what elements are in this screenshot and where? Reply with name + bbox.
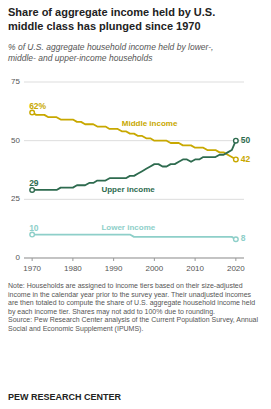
grid-line [24, 82, 244, 83]
x-tick-label: 2010 [186, 264, 204, 273]
subtitle-line: middle- and upper-income households [8, 53, 153, 63]
end-marker [30, 110, 35, 115]
series-label: Upper income [101, 185, 155, 194]
source: Source: Pew Research Center analysis of … [8, 316, 259, 333]
series-line [32, 141, 236, 190]
x-tick-label: 1970 [23, 264, 41, 273]
end-value-label: 42 [241, 154, 251, 164]
title: Share of aggregate income held by U.S. mi… [8, 6, 215, 32]
plot-area [30, 110, 238, 241]
end-marker [234, 157, 239, 162]
x-axis-line [24, 258, 244, 259]
x-tick-label: 1980 [64, 264, 82, 273]
x-tick-label: 2000 [145, 264, 163, 273]
x-tick [113, 258, 114, 261]
start-value-label: 29 [29, 178, 39, 188]
note-line: Note: Households are assigned to income … [8, 282, 243, 290]
grid-line [24, 199, 244, 200]
series-line [32, 113, 236, 160]
start-value-label: 10 [29, 223, 39, 233]
labels: 62% 42 Middle income 29 50 Upper income 10 8 Low… [29, 101, 250, 244]
grid: 0 25 50 75 [11, 77, 244, 262]
grid-line [24, 140, 244, 141]
note-line: by each income tier. Shares may not add … [8, 308, 215, 316]
end-marker [234, 138, 239, 143]
x-tick-label: 2020 [227, 264, 245, 273]
y-tick-label: 0 [16, 253, 21, 262]
end-marker [30, 188, 35, 193]
x-tick [195, 258, 196, 261]
footer: PEW RESEARCH CENTER [8, 392, 122, 402]
x-tick [154, 258, 155, 261]
start-value-label: 62% [29, 101, 46, 111]
chart: Share of aggregate income held by U.S. mi… [0, 0, 271, 409]
title-line: middle class has plunged since 1970 [8, 20, 201, 32]
end-value-label: 8 [241, 233, 246, 243]
source-line: Source: Pew Research Center analysis of … [8, 316, 259, 324]
note-line: are then totaled to compute the share of… [8, 299, 255, 307]
x-tick [32, 258, 33, 261]
series-line [32, 235, 236, 240]
grid-line [24, 258, 244, 259]
series-label: Lower income [101, 223, 155, 232]
end-value-label: 50 [241, 135, 251, 145]
title-line: Share of aggregate income held by U.S. [8, 6, 215, 18]
note-line: income in the calendar year prior to the… [8, 291, 252, 299]
subtitle-line: % of U.S. aggregate household income hel… [8, 42, 213, 52]
page: {"chart_data": { "type": "line", "title"… [0, 0, 271, 409]
end-marker [30, 232, 35, 237]
y-tick-label: 75 [11, 77, 20, 86]
x-tick-label: 1990 [105, 264, 123, 273]
x-tick [235, 258, 236, 261]
y-tick-label: 50 [11, 136, 20, 145]
source-line: Social and Economic Supplement (IPUMS). [8, 325, 143, 333]
end-marker [234, 237, 239, 242]
note: Note: Households are assigned to income … [8, 282, 255, 316]
subtitle: % of U.S. aggregate household income hel… [8, 42, 213, 63]
x-axis: 1970 1980 1990 2000 2010 2020 [23, 258, 245, 273]
series-label: Middle income [122, 119, 178, 128]
x-tick [72, 258, 73, 261]
y-tick-label: 25 [11, 194, 20, 203]
